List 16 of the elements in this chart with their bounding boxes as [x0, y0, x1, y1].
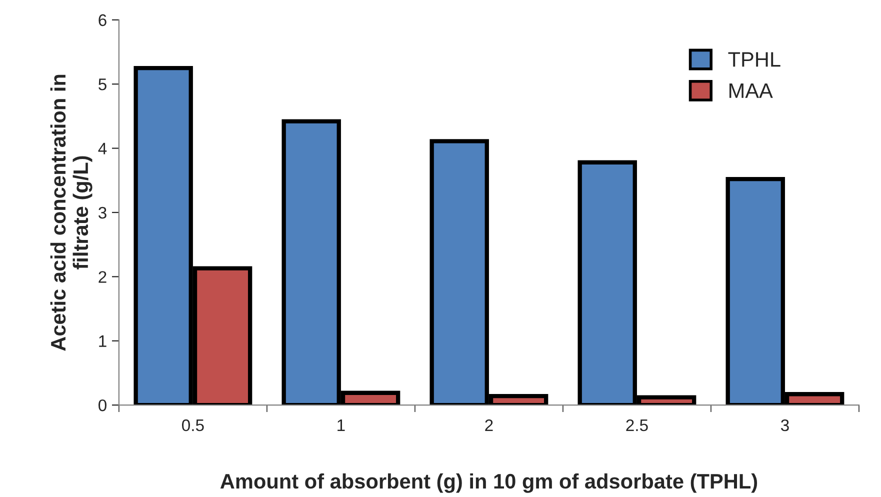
- y-tick-label: 2: [98, 271, 106, 283]
- legend-label: TPHL: [728, 52, 780, 67]
- y-tick-label: 5: [98, 78, 106, 90]
- y-axis-title: Acetic acid concentration in filtrate (g/L): [50, 74, 92, 351]
- x-tick-label: 0.5: [182, 419, 204, 432]
- y-tick-label: 0: [98, 399, 106, 412]
- legend-label: MAA: [729, 84, 773, 98]
- y-tick-label: 3: [98, 206, 106, 219]
- x-tick-label: 2: [485, 419, 493, 432]
- x-axis-title: Amount of absorbent (g) in 10 gm of adsorbate (TPHL): [220, 473, 758, 493]
- x-tick-label: 3: [780, 419, 789, 432]
- y-tick-label: 4: [98, 142, 107, 154]
- x-tick-label: 2.5: [626, 419, 648, 432]
- x-tick-label: 1: [338, 420, 345, 432]
- y-tick-label: 1: [99, 335, 106, 347]
- y-tick-label: 6: [98, 14, 106, 26]
